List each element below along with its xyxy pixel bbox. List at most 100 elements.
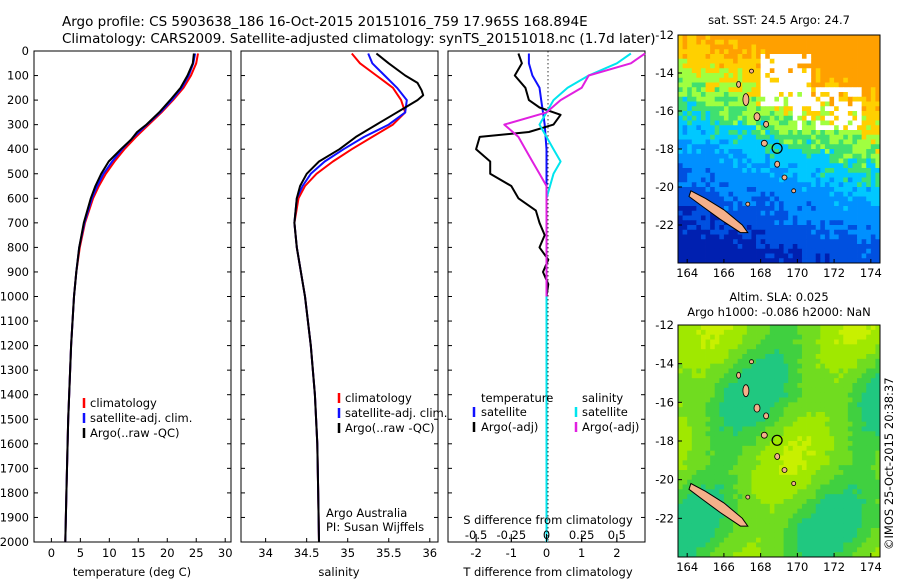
map-cell [710,144,716,150]
map-cell [696,106,702,112]
map-cell [801,344,807,350]
map-cell [705,445,711,452]
map-cell [765,484,771,490]
map-cell [696,542,702,548]
map-cell [705,450,711,456]
map-cell [806,325,812,331]
map-cell [751,445,757,452]
map-cell [838,149,844,155]
map-cell [760,125,766,131]
map-cell [838,344,844,350]
map-cell [852,49,858,55]
map-cell [728,460,734,466]
map-cell [820,513,826,519]
map-cell [811,168,817,174]
map-cell [705,239,711,245]
map-cell [824,73,830,79]
map-cell [710,431,716,437]
map-cell [714,445,720,452]
map-cell [811,44,817,50]
map-cell [769,329,775,336]
map-cell [733,392,739,398]
map-cell [691,358,697,365]
map-cell [728,479,734,485]
map-cell [756,120,762,126]
map-cell [691,523,697,529]
map-cell [779,210,784,216]
map-cell [779,35,784,41]
map-cell [857,416,863,423]
map-cell [824,547,830,553]
map-cell [710,450,716,456]
map-cell [742,158,748,164]
map-cell [792,130,798,136]
map-cell [811,120,817,126]
map-cell [870,191,876,197]
map-cell [705,513,711,519]
map-cell [691,397,697,403]
map-cell [852,513,858,519]
map-cell [714,354,720,360]
map-cell [700,225,706,231]
map-cell [691,392,697,398]
map-cell [682,354,688,360]
map-cell [746,39,752,45]
map-cell [806,220,812,226]
map-cell [815,182,821,188]
map-cell [756,450,762,456]
map-cell [815,392,821,398]
map-cell [870,172,876,178]
map-cell [779,44,784,50]
map-cell [751,479,757,485]
map-cell [700,373,706,379]
map-cell [847,258,853,264]
map-cell [811,431,817,437]
map-cell [820,168,826,174]
map-cell [737,210,743,216]
map-cell [705,210,711,216]
map-cell [678,455,683,461]
map-cell [700,92,706,98]
map-cell [852,82,858,88]
map-cell [774,339,780,345]
map-cell [678,532,683,539]
map-cell [811,508,817,514]
map-cell [824,344,830,350]
map-cell [783,144,789,150]
map-cell [811,182,817,188]
map-cell [838,329,844,336]
map-cell [756,489,762,495]
map-cell [737,378,743,384]
map-cell [682,358,688,365]
map-cell [742,465,748,471]
map-cell [760,130,766,136]
map-cell [687,168,693,174]
map-y-tick-label: -12 [655,28,674,42]
map-cell [788,387,794,394]
map-cell [843,239,849,245]
map-cell [834,387,840,394]
map-cell [760,373,766,379]
map-cell [801,465,807,471]
map-cell [737,552,743,558]
map-cell [765,73,771,79]
map-cell [838,334,844,340]
map-cell [733,196,739,202]
map-cell [811,354,817,360]
map-cell [728,484,734,490]
map-cell [852,120,858,126]
map-cell [691,134,697,140]
map-cell [710,225,716,231]
map-cell [733,494,739,500]
map-cell [792,73,798,79]
map-cell [843,191,849,197]
map-cell [696,436,702,442]
map-cell [788,508,794,514]
map-cell [719,106,725,112]
map-cell [806,470,812,476]
map-cell [870,426,876,432]
map-cell [769,210,775,216]
map-cell [696,508,702,514]
map-cell [788,489,794,495]
map-cell [861,172,867,178]
